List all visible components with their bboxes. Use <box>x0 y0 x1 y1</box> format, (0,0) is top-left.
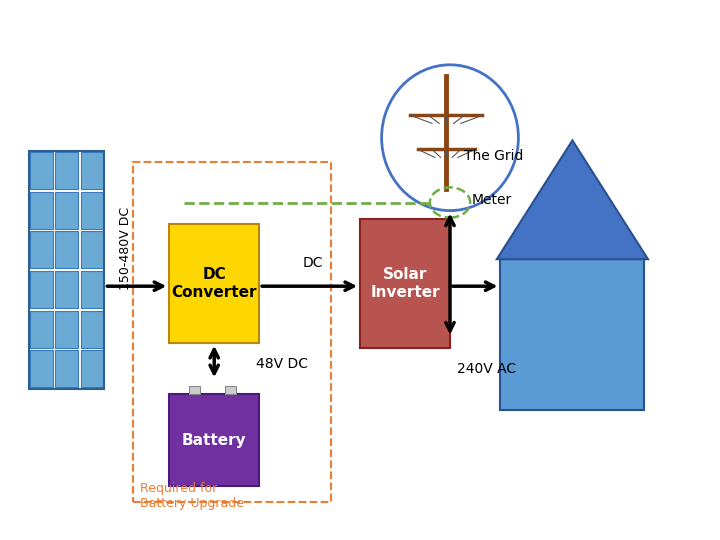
Bar <box>169 394 259 486</box>
Bar <box>360 219 450 348</box>
Bar <box>55 152 78 189</box>
Bar <box>55 232 78 268</box>
Text: 48V DC: 48V DC <box>256 357 307 372</box>
Bar <box>81 310 103 348</box>
Text: Required for
Battery Upgrade: Required for Battery Upgrade <box>140 482 244 510</box>
Bar <box>189 386 200 394</box>
Bar <box>30 350 53 387</box>
Bar <box>81 232 103 268</box>
Text: DC
Converter: DC Converter <box>171 267 257 300</box>
Bar <box>133 162 331 502</box>
Bar <box>81 271 103 308</box>
Bar <box>55 192 78 229</box>
Bar <box>500 259 644 410</box>
Text: Solar
Inverter: Solar Inverter <box>370 267 440 300</box>
Text: 150-480V DC: 150-480V DC <box>120 207 132 290</box>
Bar <box>55 271 78 308</box>
Bar <box>30 310 53 348</box>
Bar <box>30 152 53 189</box>
Bar <box>81 192 103 229</box>
Bar <box>55 350 78 387</box>
Bar <box>30 232 53 268</box>
Text: DC: DC <box>303 256 323 270</box>
Ellipse shape <box>382 65 518 211</box>
Bar <box>81 350 103 387</box>
Bar <box>169 224 259 343</box>
Bar <box>30 192 53 229</box>
Bar <box>29 151 104 389</box>
Polygon shape <box>497 140 648 259</box>
Text: Meter: Meter <box>472 193 512 207</box>
Text: The Grid: The Grid <box>464 148 523 163</box>
Bar <box>225 386 236 394</box>
Text: Battery: Battery <box>182 433 246 448</box>
Bar <box>30 271 53 308</box>
Text: 240V AC: 240V AC <box>457 362 516 376</box>
Bar <box>55 310 78 348</box>
Bar <box>81 152 103 189</box>
